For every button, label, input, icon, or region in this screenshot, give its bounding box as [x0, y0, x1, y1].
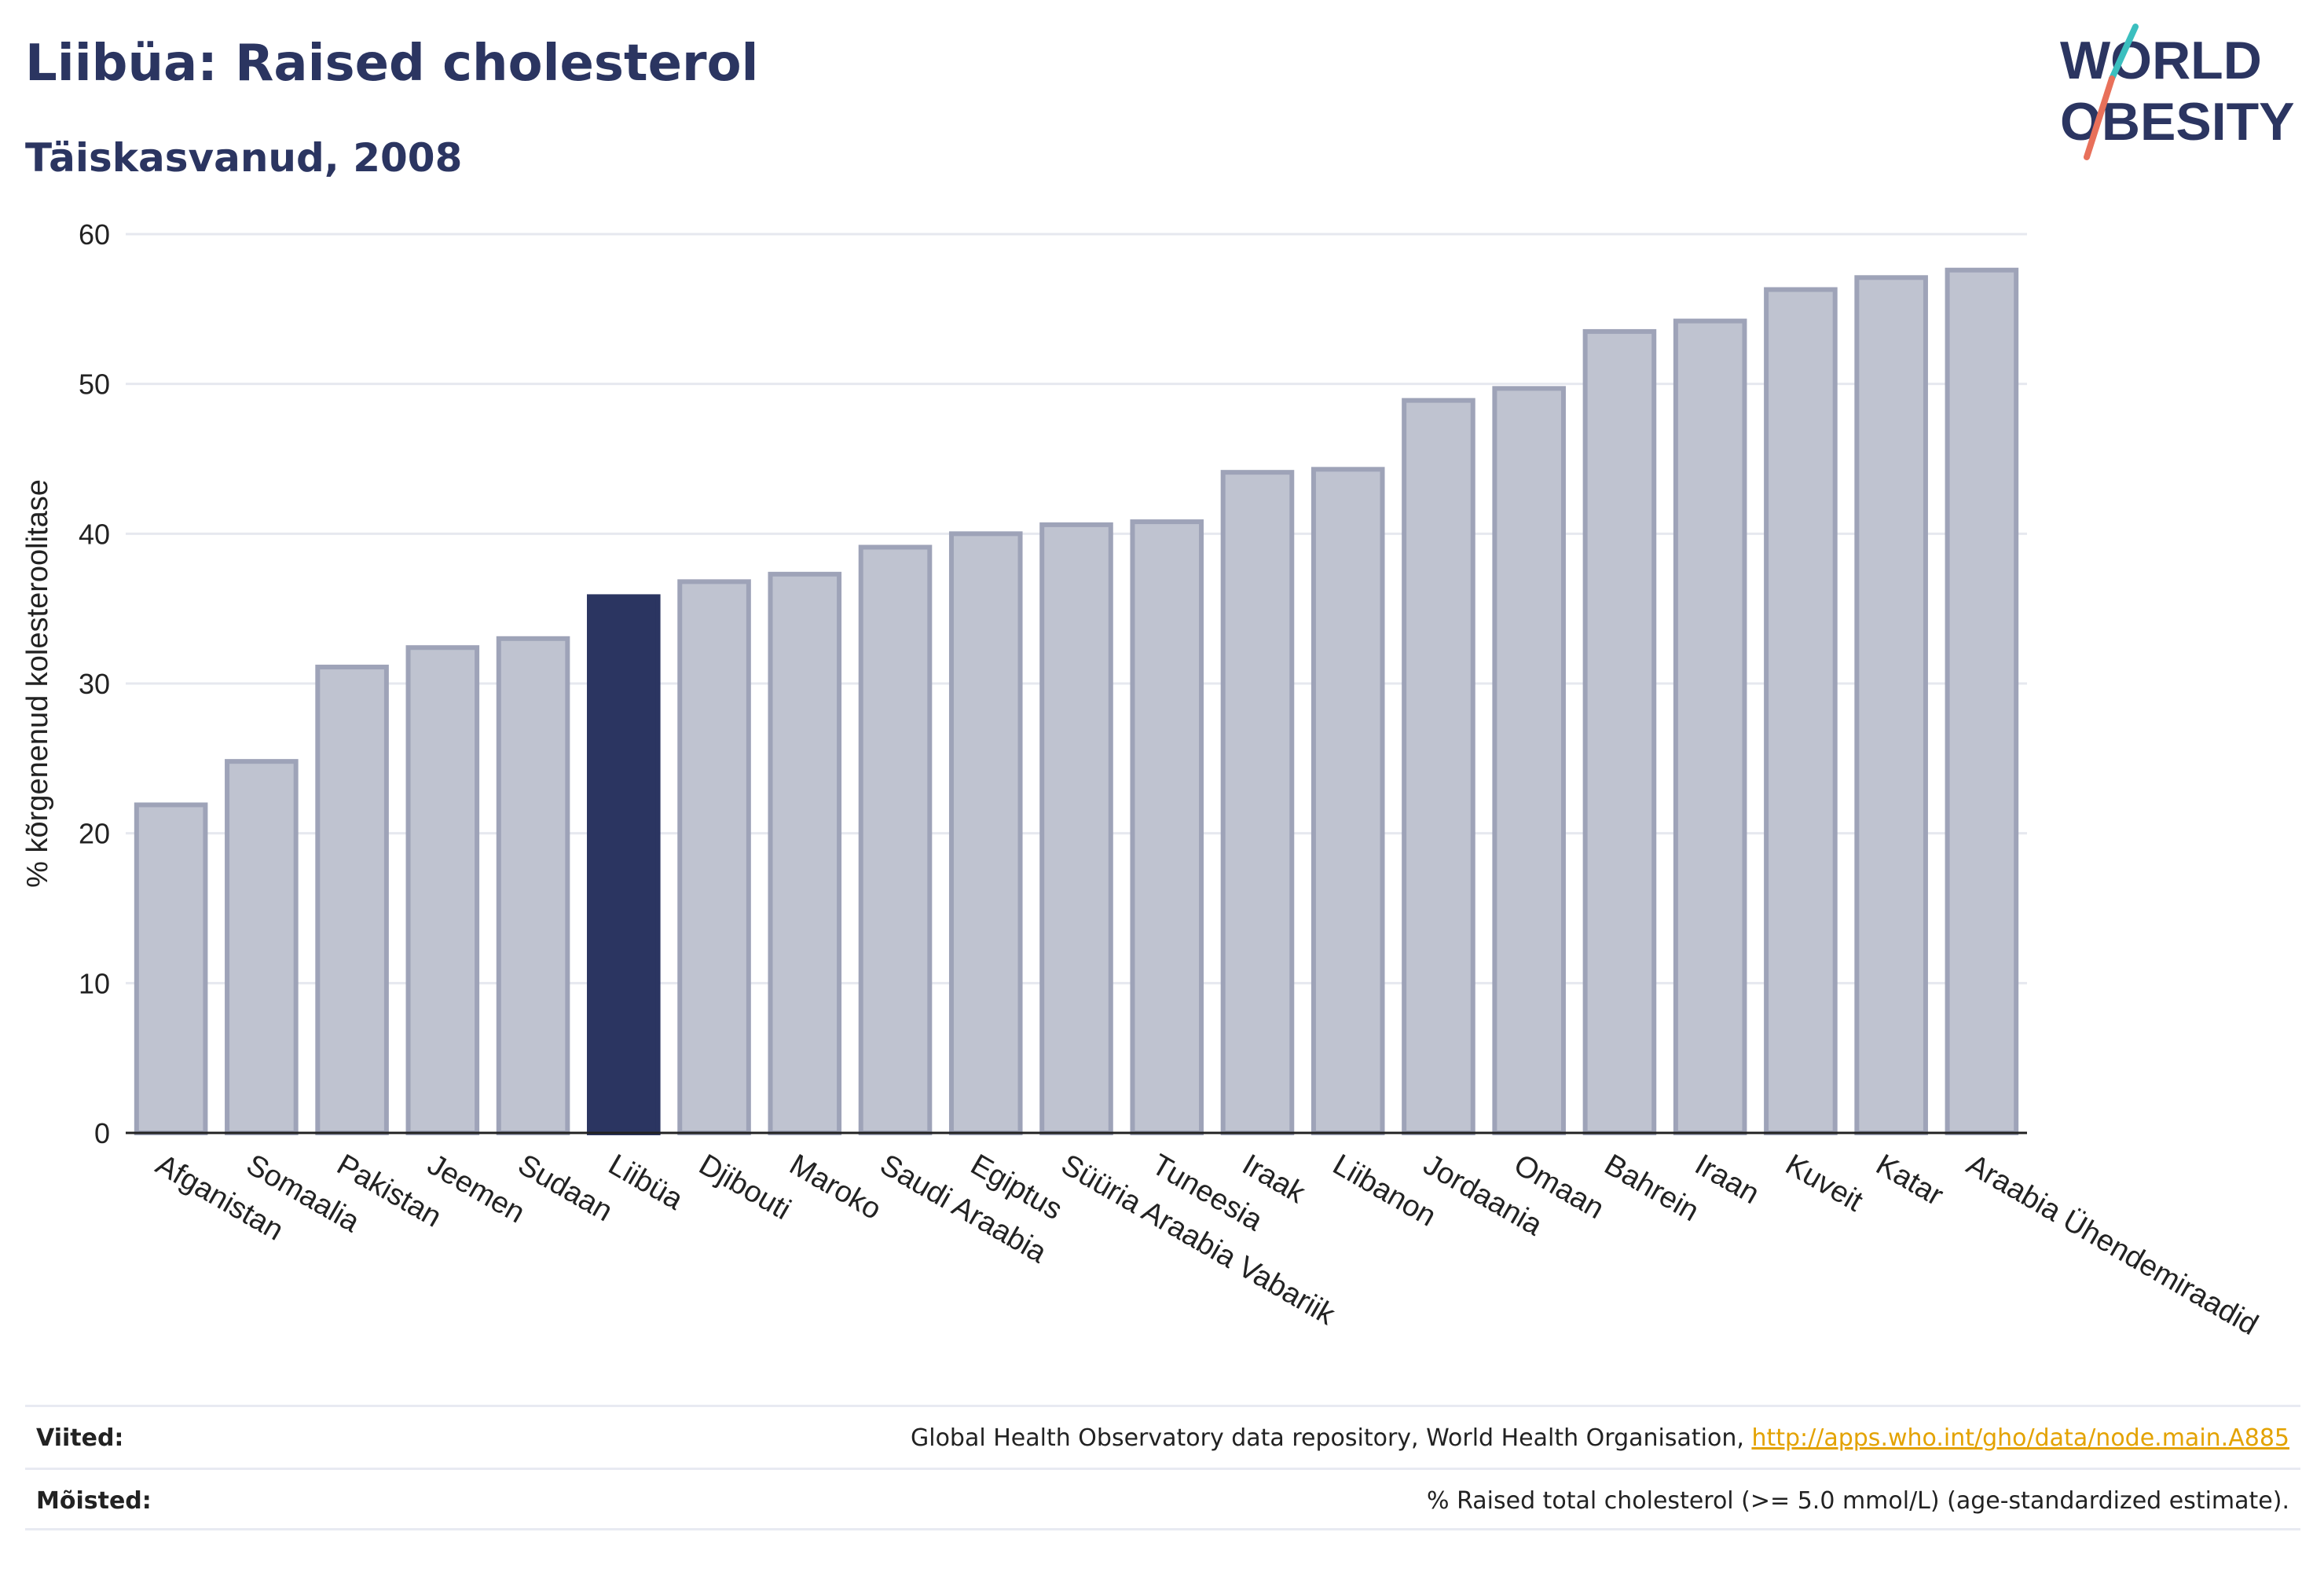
world-obesity-logo: WORLD OBESITY — [2060, 24, 2295, 160]
chart-subtitle: Täiskasvanud, 2008 — [25, 135, 463, 181]
bar — [677, 579, 751, 1135]
bar — [948, 531, 1023, 1135]
y-axis-title: % kõrgenenud kolesteroolitase — [21, 479, 54, 888]
bar — [496, 636, 570, 1135]
y-tick-label: 20 — [79, 818, 110, 850]
sources-text: Global Health Observatory data repositor… — [911, 1424, 2289, 1452]
bar — [1582, 328, 1657, 1135]
x-tick-label: Sudaan — [512, 1148, 618, 1228]
x-tick-label: Kuveit — [1780, 1148, 1868, 1218]
bar — [134, 802, 208, 1135]
definitions-row: Mõisted: % Raised total cholesterol (>= … — [25, 1468, 2300, 1530]
bar — [315, 665, 389, 1135]
y-tick-label: 30 — [79, 668, 110, 700]
sources-row: Viited: Global Health Observatory data r… — [25, 1405, 2300, 1468]
y-tick-label: 60 — [79, 218, 110, 251]
bars — [134, 267, 2019, 1136]
bar — [1402, 398, 1475, 1135]
bar — [1673, 318, 1747, 1135]
bar — [858, 544, 933, 1135]
bar — [1310, 467, 1385, 1135]
x-tick-label: Araabia Ühendemiraadid — [1961, 1148, 2264, 1342]
x-tick-label: Bahrein — [1599, 1148, 1704, 1228]
bar — [1039, 522, 1113, 1135]
bar — [1764, 287, 1838, 1136]
y-axis-ticks: 0 10 20 30 40 50 60 — [79, 218, 110, 1149]
x-tick-label: Liibanon — [1327, 1148, 1441, 1233]
x-axis-labels: AfganistanSomaaliaPakistanJeemenSudaanLi… — [150, 1148, 2264, 1342]
sources-description: Global Health Observatory data repositor… — [911, 1424, 1744, 1452]
bar — [225, 759, 299, 1135]
bar — [587, 594, 661, 1135]
y-tick-label: 10 — [79, 967, 110, 999]
definitions-label: Mõisted: — [36, 1487, 152, 1515]
x-tick-label: Katar — [1871, 1148, 1949, 1212]
sources-label: Viited: — [36, 1424, 124, 1452]
logo-slash-teal — [2109, 24, 2139, 82]
bar — [768, 571, 842, 1135]
bar — [1492, 386, 1566, 1135]
y-tick-label: 40 — [79, 518, 110, 550]
bar — [1220, 470, 1295, 1135]
chart-title: Liibüa: Raised cholesterol — [25, 35, 759, 93]
logo-line-1: WORLD — [2060, 31, 2262, 90]
bar — [1130, 519, 1204, 1135]
bar — [405, 645, 480, 1135]
y-tick-label: 0 — [94, 1117, 110, 1149]
logo-slash-red — [2084, 75, 2115, 160]
bar-chart: 0 10 20 30 40 50 60 AfganistanSomaaliaPakistan… — [21, 218, 2264, 1342]
x-tick-label: Maroko — [784, 1148, 887, 1226]
x-tick-label: Liibüa — [603, 1148, 689, 1217]
y-tick-label: 50 — [79, 368, 110, 401]
bar — [1854, 275, 1928, 1135]
bar — [1945, 267, 2019, 1135]
definitions-text: % Raised total cholesterol (>= 5.0 mmol/… — [1427, 1487, 2289, 1515]
sources-link[interactable]: http://apps.who.int/gho/data/node.main.A… — [1751, 1424, 2289, 1452]
x-tick-label: Djibouti — [694, 1148, 797, 1226]
